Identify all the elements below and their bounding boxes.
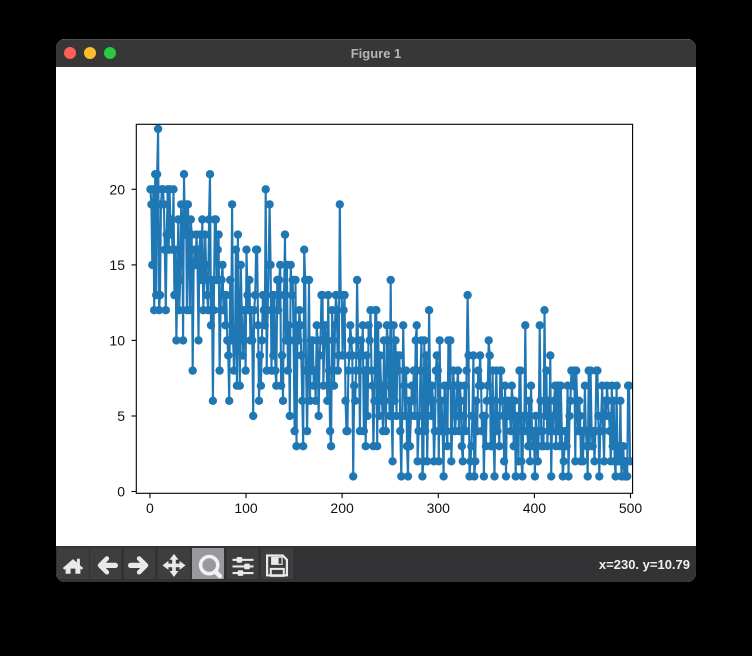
svg-text:500: 500 <box>619 500 643 516</box>
svg-text:400: 400 <box>523 500 547 516</box>
svg-text:200: 200 <box>330 500 354 516</box>
svg-text:100: 100 <box>234 500 258 516</box>
svg-text:15: 15 <box>109 257 125 273</box>
svg-text:300: 300 <box>427 500 451 516</box>
svg-text:0: 0 <box>117 484 125 500</box>
svg-text:20: 20 <box>109 181 125 197</box>
svg-text:0: 0 <box>146 500 154 516</box>
svg-text:10: 10 <box>109 332 125 348</box>
svg-text:5: 5 <box>117 408 125 424</box>
